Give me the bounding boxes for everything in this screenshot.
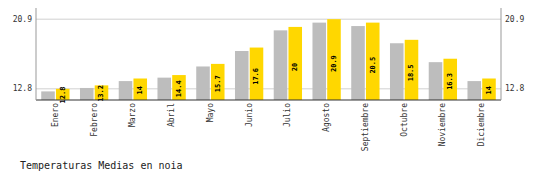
data-label: 17.6 [252, 68, 260, 85]
data-label: 20.9 [330, 55, 338, 72]
data-label: 16.3 [446, 73, 454, 90]
bar [443, 59, 457, 100]
x-tick-label: Diciembre [477, 103, 486, 147]
data-label: 14 [485, 86, 493, 94]
bar [211, 64, 225, 100]
title: Temperaturas Medias en noia [20, 160, 183, 171]
bar [133, 79, 147, 100]
bar [41, 91, 55, 100]
y-tick-label: 12.8 [13, 84, 32, 93]
chart: 12.8 13.2 14 14.4 15.7 17.6 20 20.9 20.5 18.5 16.3… [0, 0, 537, 174]
x-tick-label: Julio [283, 103, 292, 127]
x-tick-label: Mayo [206, 103, 215, 122]
bar [390, 43, 404, 100]
x-tick-label: Febrero [90, 103, 99, 137]
bar [172, 75, 186, 100]
x-tick-label: Octubre [400, 103, 409, 137]
y-tick-label: 20.9 [13, 15, 32, 24]
bar [467, 81, 481, 100]
x-tick-label: Marzo [128, 103, 137, 127]
data-label: 14.4 [175, 80, 183, 97]
bar [250, 48, 264, 100]
data-label: 18.5 [407, 64, 415, 81]
data-label: 14 [136, 86, 144, 94]
x-tick-label: Agosto [322, 103, 331, 132]
bar [405, 40, 419, 100]
bar [288, 27, 302, 100]
bar [312, 23, 326, 100]
y2-axis-line [501, 8, 502, 100]
bar [157, 78, 171, 100]
bar [482, 79, 496, 100]
x-axis-line [36, 99, 501, 100]
data-label: 12.8 [59, 87, 67, 104]
data-label: 13.2 [97, 85, 105, 102]
y2-tick-label: 20.9 [505, 15, 524, 24]
bar [327, 19, 341, 100]
y-axis-line [36, 8, 37, 100]
bar [366, 23, 380, 100]
bar [429, 62, 443, 100]
x-tick-label: Abril [167, 103, 176, 127]
bar [119, 81, 133, 100]
y2-tick-label: 12.8 [505, 84, 524, 93]
bar [80, 88, 94, 100]
x-tick-label: Noviembre [438, 103, 447, 147]
bar [351, 26, 365, 100]
bar [274, 30, 288, 100]
grid-line [36, 19, 501, 20]
x-tick-label: Septiembre [361, 103, 370, 151]
bar [196, 66, 210, 100]
data-label: 15.7 [214, 75, 222, 92]
bars [41, 19, 496, 100]
data-label: 20 [291, 63, 299, 71]
x-tick-label: Enero [51, 103, 60, 127]
x-tick-label: Junio [245, 103, 254, 127]
data-label: 20.5 [369, 57, 377, 74]
bar [235, 51, 249, 100]
